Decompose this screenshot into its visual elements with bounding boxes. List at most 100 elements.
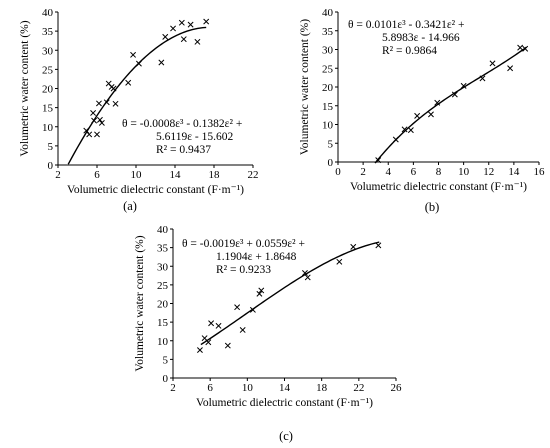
data-point (94, 131, 100, 138)
x-tick-label: 10 (458, 166, 470, 178)
y-tick-label: 30 (322, 45, 334, 57)
data-point (135, 60, 142, 67)
x-axis-title: Volumetric dielectric constant (F·m⁻¹) (67, 184, 244, 196)
y-tick-label: 15 (157, 317, 169, 329)
data-point (451, 91, 458, 98)
fit-curve (374, 46, 527, 164)
data-point (130, 51, 137, 58)
y-tick-label: 15 (42, 103, 54, 115)
data-point (239, 326, 246, 333)
y-tick-label: 20 (322, 82, 334, 94)
data-point (507, 65, 514, 72)
y-tick-label: 20 (157, 299, 169, 311)
data-point (414, 112, 421, 119)
y-tick-label: 40 (322, 7, 334, 19)
data-point (196, 347, 203, 354)
y-tick-label: 10 (157, 336, 169, 348)
data-point (96, 116, 103, 123)
data-point (90, 110, 97, 116)
data-point (158, 59, 165, 66)
data-point (103, 99, 110, 106)
y-tick-label: 35 (157, 243, 169, 255)
x-axis-title: Volumetric dielectric constant (F·m⁻¹) (196, 397, 373, 409)
data-point (336, 258, 343, 265)
chart-panel-0: 2 6 10 14 18 22 0 5 10 15 20 25 30 35 40 Volumetric die… (19, 7, 259, 213)
y-tick-label: 10 (322, 120, 334, 132)
y-tick-label: 30 (157, 261, 169, 273)
x-tick-label: 4 (386, 166, 392, 178)
data-point (522, 45, 529, 52)
chart-panel-1: 0 2 4 6 8 10 12 14 16 0 5 10 15 20 25 30 35 40 Volumetric … (299, 7, 545, 214)
data-point (434, 99, 441, 106)
y-tick-label: 25 (322, 63, 334, 75)
data-point (170, 25, 177, 32)
data-point (86, 131, 93, 138)
y-tick-label: 15 (322, 101, 334, 113)
equation-line-1: θ = -0.0019ε³ + 0.0559ε² + (182, 238, 305, 250)
data-point (180, 36, 187, 43)
equation-line-2: 1.1904ε + 1.8648 (216, 251, 297, 263)
data-point (375, 242, 382, 249)
y-tick-label: 25 (42, 64, 54, 76)
data-point (256, 290, 263, 297)
data-point (95, 100, 102, 107)
data-point (350, 243, 357, 250)
data-point (407, 127, 414, 134)
x-tick-label: 14 (508, 166, 520, 178)
data-point (258, 287, 265, 294)
y-tick-label: 0 (48, 160, 54, 172)
x-tick-label: 0 (335, 166, 341, 178)
r-squared-label: R² = 0.9864 (382, 45, 437, 57)
equation-line-1: θ = 0.0101ε³ - 0.3421ε² + (348, 19, 465, 31)
data-point (375, 157, 382, 164)
equation-line-1: θ = -0.0008ε³ - 0.1382ε² + (122, 118, 242, 130)
y-axis-title: Volumetric water content (%) (299, 19, 311, 155)
x-tick-label: 6 (207, 382, 213, 394)
y-tick-label: 25 (157, 280, 169, 292)
y-axis-title: Volumetric water content (%) (19, 20, 31, 156)
data-point (392, 136, 399, 143)
y-tick-label: 5 (163, 354, 169, 366)
x-tick-label: 16 (534, 166, 546, 178)
data-point (249, 306, 256, 313)
y-axis-title: Volumetric water content (%) (134, 235, 146, 371)
y-tick-label: 0 (163, 373, 169, 385)
data-point (489, 60, 496, 67)
data-point (517, 44, 524, 51)
data-point (187, 21, 194, 28)
y-tick-label: 40 (42, 7, 54, 19)
x-tick-label: 6 (411, 166, 417, 178)
x-tick-label: 18 (209, 169, 221, 181)
data-point (301, 270, 308, 276)
x-tick-label: 14 (279, 382, 291, 394)
x-tick-label: 22 (248, 169, 259, 181)
x-axis-title: Volumetric dielectric constant (F·m⁻¹) (350, 181, 527, 193)
data-point (428, 111, 434, 118)
data-point (205, 339, 212, 346)
data-point (460, 82, 467, 89)
equation-line-2: 5.6119ε - 15.602 (156, 131, 233, 143)
x-tick-label: 12 (483, 166, 494, 178)
data-point (83, 127, 90, 134)
data-point (208, 320, 215, 327)
x-tick-label: 10 (131, 169, 143, 181)
data-point (91, 117, 98, 124)
data-point (401, 126, 408, 133)
data-point (224, 342, 231, 349)
data-point (125, 79, 132, 86)
data-point (194, 38, 201, 45)
data-point (178, 19, 185, 26)
x-tick-label: 26 (391, 382, 403, 394)
panel-caption: (a) (123, 199, 137, 213)
data-point (98, 119, 105, 126)
x-tick-label: 22 (353, 382, 364, 394)
y-tick-label: 5 (328, 138, 334, 150)
y-tick-label: 20 (42, 84, 54, 96)
data-point (110, 85, 117, 92)
y-tick-label: 0 (328, 157, 334, 169)
data-point (215, 322, 222, 329)
data-point (112, 100, 119, 107)
data-point (162, 33, 169, 40)
